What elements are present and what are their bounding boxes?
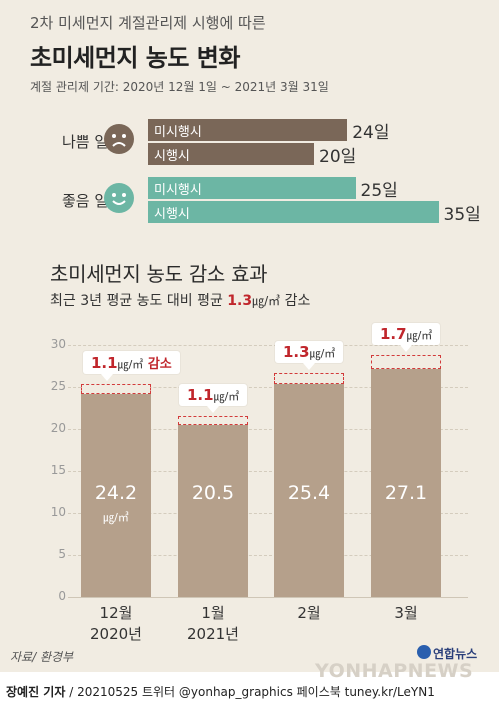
gridline	[68, 597, 468, 598]
callout-tail	[303, 362, 315, 370]
subtitle-reduction-value: 1.3	[227, 293, 253, 309]
reduction-callout: 1.1㎍/㎥	[179, 383, 248, 406]
reduction-callout: 1.1㎍/㎥ 감소	[83, 351, 180, 375]
column-unit-label: ㎍/㎥	[103, 511, 129, 524]
column-value-label: 20.5	[191, 482, 235, 504]
x-tick-label: 1월 2021년	[187, 604, 239, 643]
y-tick-label: 5	[58, 547, 66, 561]
period-text: 계절 관리제 기간: 2020년 12월 1일 ~ 2021년 3월 31일	[30, 80, 329, 94]
hbar-value-label: 24일	[352, 123, 390, 143]
hbar-value-label: 20일	[319, 147, 357, 167]
reduction-box	[81, 384, 151, 394]
column-bar	[81, 393, 151, 597]
x-tick-label: 2월	[297, 604, 321, 622]
hbar-series-label: 미시행시	[154, 183, 202, 198]
hbar-good-applied: 시행시	[148, 201, 439, 223]
y-tick-label: 30	[50, 337, 66, 351]
reduction-box	[274, 372, 344, 384]
source-text: 자료/ 환경부	[10, 650, 74, 664]
reduction-box	[371, 355, 441, 370]
y-tick-label: 25	[50, 379, 66, 393]
hbar-value-label: 25일	[360, 181, 398, 201]
callout-tail	[207, 405, 219, 413]
y-tick-label: 0	[58, 589, 66, 603]
reduction-value: 1.7	[380, 325, 407, 344]
reduction-value: 1.3	[283, 342, 310, 361]
watermark-text: YONHAPNEWS	[315, 660, 474, 682]
column-value-label: 24.2	[94, 482, 138, 504]
header-subtitle: 2차 미세먼지 계절관리제 시행에 따른	[30, 14, 266, 32]
hbar-bad-not-applied: 미시행시	[148, 119, 348, 141]
column-bar	[274, 383, 344, 597]
y-tick-label: 15	[50, 463, 66, 477]
gridline	[68, 555, 468, 556]
logo-text: 연합뉴스	[433, 647, 478, 661]
callout-tail	[400, 345, 412, 353]
chart-subtitle: 최근 3년 평균 농도 대비 평균 1.3㎍/㎥ 감소	[50, 293, 311, 309]
column-bar	[371, 369, 441, 597]
credit-line: 장예진 기자 / 20210525 트위터 @yonhap_graphics 페…	[6, 685, 435, 699]
reduction-unit: ㎍/㎥	[117, 358, 144, 372]
gridline	[68, 345, 468, 346]
column-bar	[178, 424, 248, 597]
reduction-value: 1.1	[91, 354, 118, 373]
reduction-callout: 1.3㎍/㎥	[275, 340, 344, 363]
y-tick-label: 10	[50, 505, 66, 519]
reduction-box	[178, 415, 248, 425]
hbar-series-label: 시행시	[154, 207, 190, 222]
page-title: 초미세먼지 농도 변화	[30, 44, 240, 72]
chart-title: 초미세먼지 농도 감소 효과	[50, 262, 268, 286]
yonhap-logo-icon	[417, 645, 431, 659]
hbar-series-label: 시행시	[154, 149, 190, 164]
hbar-series-label: 미시행시	[154, 125, 202, 140]
gridline	[68, 387, 468, 388]
gridline	[68, 429, 468, 430]
smile-face-icon	[104, 183, 134, 213]
y-tick-label: 20	[50, 421, 66, 435]
reduction-unit: ㎍/㎥	[213, 389, 240, 403]
hbar-bad-applied: 시행시	[148, 143, 314, 165]
reduction-unit: ㎍/㎥	[406, 329, 433, 343]
column-value-label: 27.1	[384, 482, 428, 504]
gridline	[68, 513, 468, 514]
x-tick-label: 12월 2020년	[90, 604, 142, 643]
x-tick-label: 3월	[394, 604, 418, 622]
sad-face-icon	[104, 124, 134, 154]
callout-tail	[101, 374, 113, 382]
hbar-value-label: 35일	[443, 205, 481, 225]
reduction-unit: ㎍/㎥	[309, 346, 336, 360]
reduction-value: 1.1	[187, 385, 214, 404]
hbar-good-not-applied: 미시행시	[148, 177, 356, 199]
reduction-callout: 1.7㎍/㎥	[372, 323, 441, 346]
gridline	[68, 471, 468, 472]
reduction-extra: 감소	[143, 357, 172, 373]
column-value-label: 25.4	[287, 482, 331, 504]
